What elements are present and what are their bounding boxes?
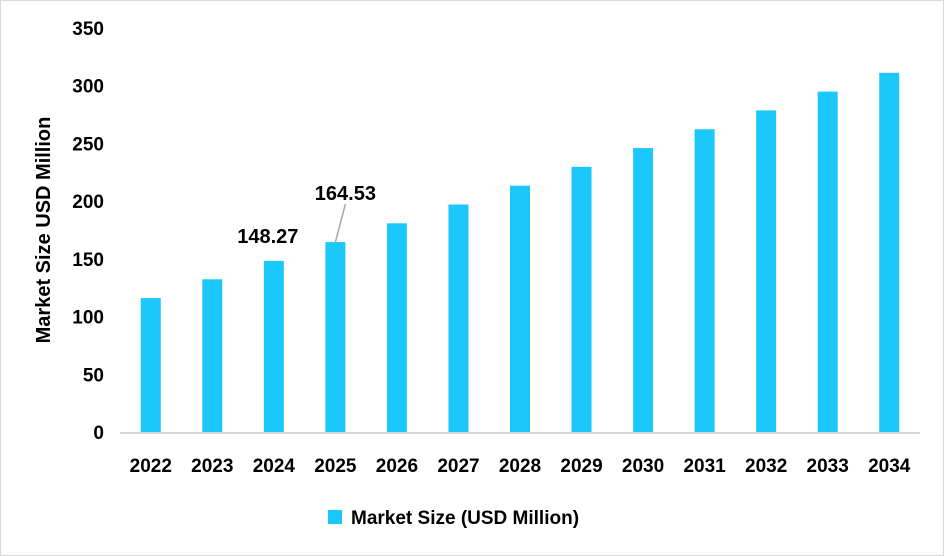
y-tick-label: 250	[72, 134, 104, 155]
x-tick-label: 2024	[253, 456, 296, 477]
x-tick-label: 2029	[560, 456, 602, 477]
bar-2031	[694, 129, 715, 433]
bar-2033	[817, 91, 838, 433]
y-tick-label: 300	[72, 77, 104, 98]
data-label: 164.53	[315, 183, 376, 205]
x-tick-label: 2028	[499, 456, 541, 477]
bar-2032	[756, 110, 777, 432]
bar-2022	[140, 298, 161, 432]
bar-2026	[386, 223, 407, 432]
bar-2034	[879, 72, 900, 432]
y-tick-label: 50	[83, 365, 104, 386]
y-tick-label: 350	[72, 19, 104, 40]
x-tick-label: 2022	[130, 456, 172, 477]
bar-2029	[571, 166, 592, 432]
x-tick-label: 2032	[745, 456, 787, 477]
bar-2028	[510, 185, 530, 432]
x-tick-label: 2026	[376, 456, 418, 477]
x-tick-label: 2025	[314, 456, 357, 477]
bar-2025	[325, 242, 346, 432]
y-tick-label: 100	[72, 308, 104, 329]
y-tick-label: 0	[93, 423, 104, 444]
x-tick-label: 2027	[437, 456, 479, 477]
bar-2027	[448, 204, 469, 432]
y-axis-label: Market Size USD Million	[33, 117, 55, 344]
bar-2023	[202, 279, 223, 432]
bar-2030	[633, 148, 654, 432]
data-label-leader-line	[334, 203, 347, 243]
x-tick-label: 2023	[191, 456, 233, 477]
x-tick-label: 2030	[622, 456, 664, 477]
data-label: 148.27	[237, 226, 298, 248]
x-tick-label: 2031	[683, 456, 726, 477]
y-tick-label: 150	[72, 250, 104, 271]
y-tick-label: 200	[72, 192, 104, 213]
x-tick-label: 2033	[807, 456, 849, 477]
bar-2024	[263, 260, 284, 432]
x-tick-label: 2034	[868, 456, 911, 477]
legend-swatch	[328, 510, 342, 524]
legend-label: Market Size (USD Million)	[351, 508, 579, 529]
legend: Market Size (USD Million)	[328, 508, 579, 529]
